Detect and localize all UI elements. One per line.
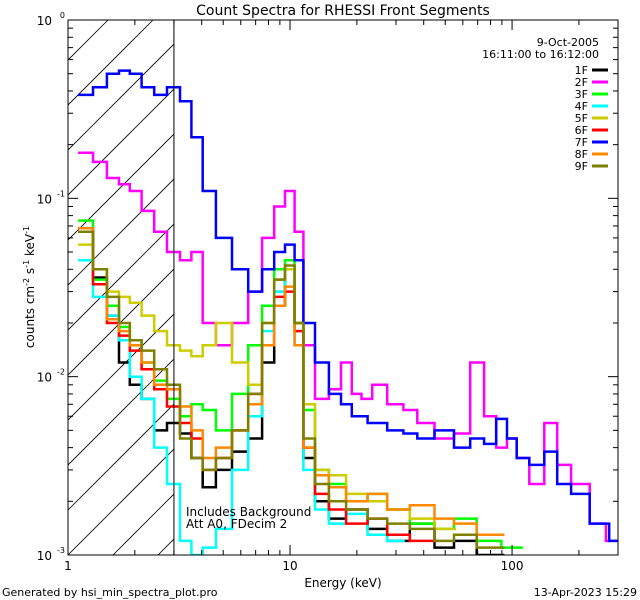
legend-label-4F: 4F xyxy=(575,100,588,113)
annotation-attenuator: Att A0, FDecim 2 xyxy=(186,517,287,531)
footer-timestamp: 13-Apr-2023 15:29 xyxy=(534,586,637,599)
x-tick-label-1: 10 xyxy=(282,559,297,573)
y-axis-label: counts cm-2 s-1 keV-1 xyxy=(22,226,37,348)
y-tick-label-3: 10 -3 xyxy=(37,546,65,563)
series-line-7F xyxy=(78,69,618,543)
y-tick-label-1: 10 -1 xyxy=(37,189,65,206)
legend-label-8F: 8F xyxy=(575,148,588,161)
y-tick-label-0: 10 0 xyxy=(37,11,65,28)
footer-generated-by: Generated by hsi_min_spectra_plot.pro xyxy=(2,586,218,599)
legend-label-5F: 5F xyxy=(575,112,588,125)
legend-label-1F: 1F xyxy=(575,64,588,77)
series-line-5F xyxy=(78,243,456,531)
info-date: 9-Oct-2005 xyxy=(537,36,599,49)
x-axis-label: Energy (keV) xyxy=(304,576,381,590)
series-line-4F xyxy=(78,258,405,555)
info-time-range: 16:11:00 to 16:12:00 xyxy=(482,48,599,61)
x-tick-label-2: 100 xyxy=(501,559,524,573)
svg-text:counts cm-2 s-1 keV-1: counts cm-2 s-1 keV-1 xyxy=(22,226,37,348)
chart-title: Count Spectra for RHESSI Front Segments xyxy=(196,3,490,19)
series-line-9F xyxy=(78,230,505,549)
annotation-background: Includes Background xyxy=(186,505,311,519)
plot-frame xyxy=(67,19,619,556)
legend-label-2F: 2F xyxy=(575,76,588,89)
legend-label-7F: 7F xyxy=(575,136,588,149)
legend-label-3F: 3F xyxy=(575,88,588,101)
x-tick-label-0: 1 xyxy=(64,559,72,573)
y-tick-label-2: 10 -2 xyxy=(37,368,65,385)
legend-label-6F: 6F xyxy=(575,124,588,137)
hatched-region xyxy=(68,20,174,555)
legend-label-9F: 9F xyxy=(575,160,588,173)
